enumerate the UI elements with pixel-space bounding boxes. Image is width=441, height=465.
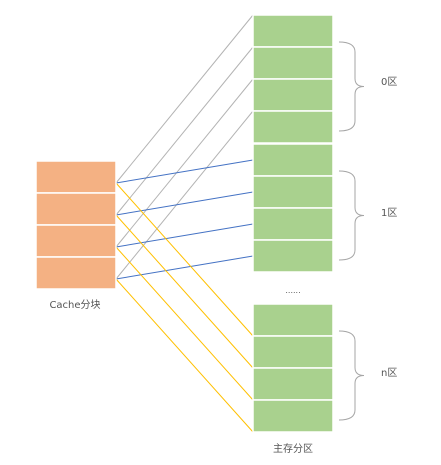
memory-block-z0-1	[252, 46, 334, 80]
memory-block-z1-0	[252, 143, 334, 177]
cache-label: Cache分块	[49, 299, 100, 311]
memory-block-z2-3	[252, 399, 334, 433]
cache-block-3	[35, 256, 117, 290]
brace-zone-2	[338, 330, 365, 421]
zone-1-label: 1区	[381, 207, 397, 219]
zone-braces	[338, 41, 365, 421]
brace-zone-0	[338, 41, 365, 132]
brace-zone-1	[338, 170, 365, 261]
mapping-line-z2-1	[115, 214, 254, 369]
mapping-line-z1-2	[115, 223, 254, 248]
memory-block-z1-1	[252, 175, 334, 209]
mapping-line-z0-3	[115, 110, 254, 280]
memory-block-z2-1	[252, 335, 334, 369]
cache-block-2	[35, 224, 117, 258]
memory-ellipsis: ......	[285, 286, 300, 295]
mapping-line-z0-0	[115, 14, 254, 184]
mapping-line-z2-0	[115, 182, 254, 337]
cache-blocks	[35, 160, 117, 290]
cache-block-0	[35, 160, 117, 194]
zone-n-label: n区	[381, 367, 397, 379]
memory-block-z0-0	[252, 14, 334, 48]
mapping-line-z1-0	[115, 159, 254, 184]
memory-label: 主存分区	[273, 442, 313, 455]
memory-block-z0-3	[252, 110, 334, 144]
memory-block-z2-0	[252, 303, 334, 337]
mapping-line-z1-3	[115, 255, 254, 280]
mapping-lines	[115, 14, 254, 433]
main-memory-blocks	[252, 14, 334, 433]
memory-block-z1-3	[252, 239, 334, 273]
memory-block-z1-2	[252, 207, 334, 241]
memory-block-z0-2	[252, 78, 334, 112]
mapping-line-z2-2	[115, 246, 254, 401]
memory-block-z2-2	[252, 367, 334, 401]
zone-0-label: 0区	[381, 76, 397, 88]
cache-block-1	[35, 192, 117, 226]
mapping-line-z2-3	[115, 278, 254, 433]
mapping-line-z0-1	[115, 46, 254, 216]
mapping-line-z1-1	[115, 191, 254, 216]
mapping-line-z0-2	[115, 78, 254, 248]
